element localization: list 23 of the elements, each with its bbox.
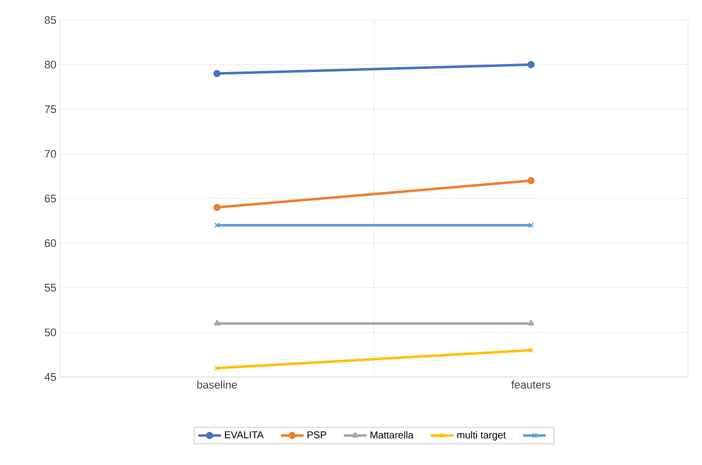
point	[527, 61, 535, 68]
point	[213, 70, 221, 78]
y-tick-label: 85	[44, 16, 56, 24]
legend-label: multi target	[457, 431, 506, 440]
y-tick-label: 80	[44, 60, 56, 69]
point	[214, 365, 220, 371]
x-tick-label: feauters	[511, 380, 550, 389]
point	[528, 348, 534, 353]
y-tick-label: 45	[44, 373, 56, 381]
legend-label: Mattarella	[370, 431, 414, 438]
y-tick-label: 70	[44, 150, 56, 158]
legend-label: PSP	[308, 431, 326, 438]
y-tick-label: 60	[44, 239, 56, 248]
x-tick-label: baseline	[197, 380, 237, 389]
point	[213, 204, 221, 212]
point	[527, 177, 535, 184]
y-tick-label: 50	[44, 328, 56, 336]
y-tick-label: 75	[44, 105, 56, 114]
legend-label: EVALITA	[224, 431, 264, 438]
point	[214, 222, 220, 228]
point	[528, 222, 534, 228]
y-tick-label: 55	[44, 284, 56, 292]
y-tick-label: 65	[44, 194, 56, 202]
